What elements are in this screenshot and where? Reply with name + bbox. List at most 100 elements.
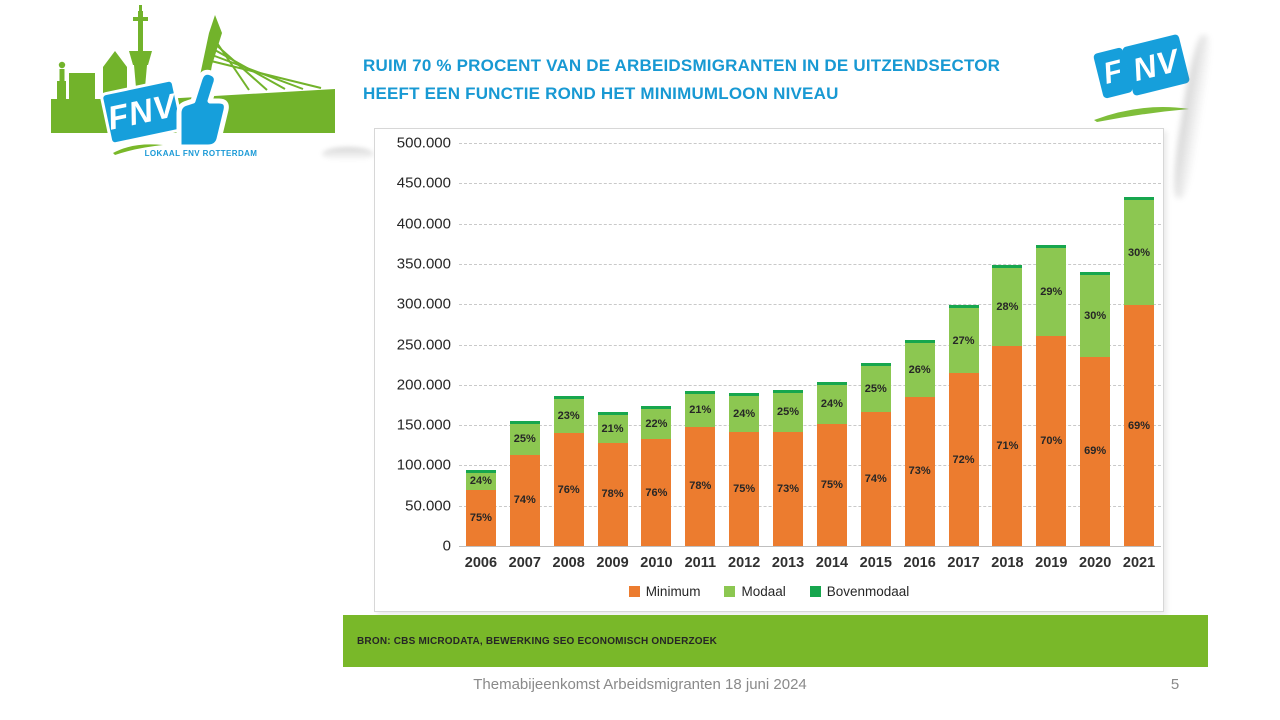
bar-segment-bovenmodaal-2018 (992, 264, 1023, 268)
bar-segment-modaal-2019 (1036, 248, 1067, 336)
bar-label-minimum-2017: 72% (952, 453, 975, 466)
x-axis-label-2012: 2012 (728, 555, 761, 571)
bar-segment-bovenmodaal-2021 (1124, 197, 1155, 201)
x-axis-label-2013: 2013 (771, 555, 805, 571)
bar-segment-modaal-2010 (641, 408, 672, 440)
legend-swatch-modaal (724, 586, 736, 597)
green-swoosh-icon (1094, 107, 1189, 122)
thumbs-up-icon (176, 69, 229, 150)
fnv-logo-nv-text: NV (1128, 41, 1183, 88)
y-axis-label: 200.000 (396, 376, 451, 394)
lokaal-fnv-rotterdam-logo: FNV LOKAAL FNV ROTTERDAM (45, 3, 335, 163)
x-axis-label-2020: 2020 (1079, 555, 1112, 571)
chart-legend: Minimum Modaal Bovenmodaal (375, 584, 1163, 599)
grid-line (459, 384, 1161, 386)
source-bar: BRON: CBS MICRODATA, BEWERKING SEO ECONO… (343, 615, 1208, 667)
bar-label-minimum-2014: 75% (820, 478, 843, 491)
bar-segment-bovenmodaal-2019 (1036, 245, 1067, 249)
bar-segment-minimum-2020 (1080, 356, 1111, 546)
bar-segment-bovenmodaal-2016 (904, 340, 935, 344)
grid-line (459, 304, 1161, 306)
bar-segment-minimum-2006 (465, 490, 496, 546)
bar-segment-bovenmodaal-2020 (1080, 271, 1111, 275)
y-axis-label: 450.000 (396, 174, 451, 192)
bar-label-minimum-2021: 69% (1128, 419, 1151, 432)
grid-line (459, 183, 1161, 185)
bar-segment-bovenmodaal-2013 (773, 389, 804, 393)
bar-segment-minimum-2021 (1124, 305, 1155, 546)
y-axis-label: 50.000 (405, 497, 451, 515)
bar-segment-minimum-2017 (948, 373, 979, 546)
bar-segment-minimum-2014 (816, 423, 847, 546)
bar-segment-minimum-2019 (1036, 335, 1067, 546)
bar-segment-modaal-2015 (860, 366, 891, 412)
x-axis-label-2006: 2006 (464, 555, 498, 571)
bar-segment-modaal-2008 (553, 399, 584, 434)
bar-segment-minimum-2007 (509, 454, 540, 546)
bar-label-minimum-2008: 76% (557, 483, 580, 496)
bar-label-minimum-2007: 74% (513, 494, 536, 507)
bar-label-minimum-2015: 74% (864, 472, 887, 485)
x-axis-label-2011: 2011 (684, 555, 717, 571)
bar-segment-bovenmodaal-2010 (641, 405, 672, 409)
y-axis-label: 150.000 (396, 416, 451, 434)
y-axis-label: 100.000 (396, 456, 451, 474)
grid-line (459, 505, 1161, 507)
x-axis-label-2021: 2021 (1122, 555, 1156, 571)
page-title-line1: RUIM 70 % PROCENT VAN DE ARBEIDSMIGRANTE… (363, 56, 1001, 75)
bar-label-minimum-2016: 73% (908, 465, 931, 478)
bar-label-minimum-2006: 75% (469, 512, 492, 525)
bar-segment-modaal-2016 (904, 343, 935, 397)
logo-caption: LOKAAL FNV ROTTERDAM (144, 149, 258, 158)
bar-segment-bovenmodaal-2011 (685, 391, 716, 395)
bar-label-minimum-2013: 73% (777, 482, 800, 495)
bar-label-modaal-2014: 24% (820, 398, 843, 411)
bar-segment-minimum-2018 (992, 346, 1023, 546)
footer-text: Themabijeenkomst Arbeidsmigranten 18 jun… (473, 676, 807, 693)
grid-line (459, 223, 1161, 225)
bar-segment-bovenmodaal-2015 (860, 363, 891, 367)
bar-label-modaal-2006: 24% (469, 475, 492, 488)
bar-segment-minimum-2011 (685, 426, 716, 546)
bar-segment-modaal-2021 (1124, 200, 1155, 306)
bar-label-modaal-2010: 22% (645, 417, 668, 430)
grid-line (459, 465, 1161, 467)
x-axis-label-2014: 2014 (815, 555, 849, 571)
page-number: 5 (1170, 676, 1180, 693)
bar-label-modaal-2015: 25% (864, 383, 887, 396)
bar-segment-bovenmodaal-2014 (816, 381, 847, 385)
x-axis-label-2007: 2007 (508, 555, 541, 571)
legend-item-modaal: Modaal (724, 584, 786, 599)
bar-label-minimum-2020: 69% (1084, 445, 1107, 458)
legend-label-bovenmodaal: Bovenmodaal (826, 584, 910, 599)
bar-label-minimum-2009: 78% (601, 488, 624, 501)
legend-item-minimum: Minimum (628, 584, 700, 599)
y-axis-label: 350.000 (396, 255, 451, 273)
bar-segment-minimum-2009 (597, 442, 628, 546)
y-axis-label: 0 (442, 537, 451, 555)
bar-segment-minimum-2016 (904, 396, 935, 546)
bar-label-minimum-2012: 75% (733, 483, 756, 496)
bar-label-minimum-2019: 70% (1040, 434, 1063, 447)
bar-segment-bovenmodaal-2006 (465, 469, 496, 473)
grid-line (459, 263, 1161, 265)
legend-item-bovenmodaal: Bovenmodaal (809, 584, 910, 599)
bar-label-modaal-2011: 21% (689, 404, 712, 417)
legend-label-modaal: Modaal (741, 584, 786, 599)
x-axis-line (459, 546, 1161, 547)
x-axis-label-2018: 2018 (991, 555, 1024, 571)
bar-segment-bovenmodaal-2012 (729, 392, 760, 396)
bar-label-modaal-2020: 30% (1084, 309, 1107, 322)
bar-segment-minimum-2012 (729, 432, 760, 546)
bar-segment-modaal-2014 (816, 384, 847, 424)
y-axis-label: 400.000 (396, 215, 451, 233)
bar-label-modaal-2021: 30% (1128, 246, 1151, 259)
source-text: BRON: CBS MICRODATA, BEWERKING SEO ECONO… (357, 635, 718, 647)
y-axis-label: 500.000 (396, 134, 451, 152)
bar-segment-bovenmodaal-2009 (597, 412, 628, 416)
x-axis-label-2009: 2009 (596, 555, 629, 571)
bar-segment-modaal-2009 (597, 415, 628, 443)
bar-label-modaal-2009: 21% (601, 423, 624, 436)
bar-segment-modaal-2006 (465, 472, 496, 491)
bar-label-modaal-2019: 29% (1040, 285, 1063, 298)
